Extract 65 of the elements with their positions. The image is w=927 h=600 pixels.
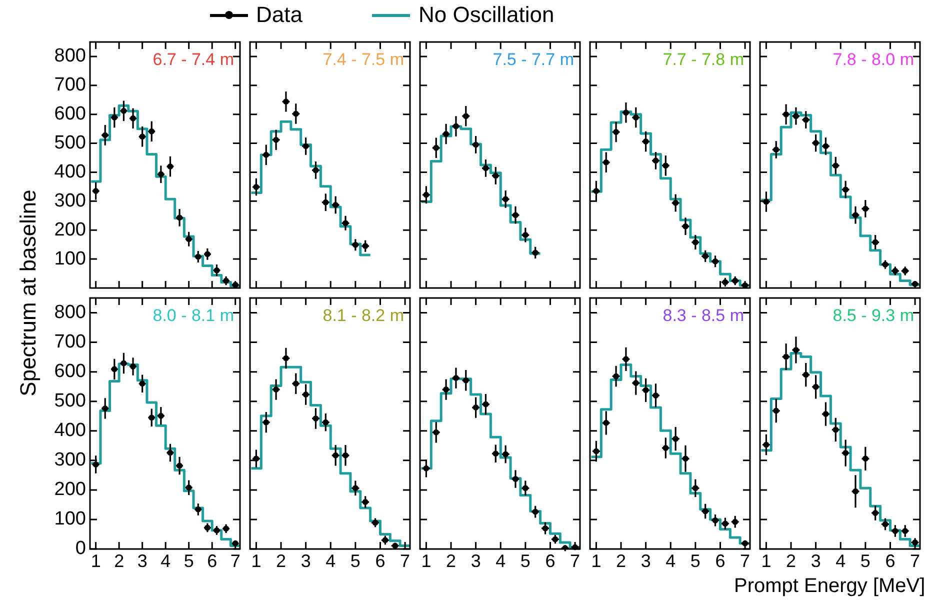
x-tick-label: 6: [715, 550, 726, 571]
x-tick-label: 1: [251, 550, 262, 571]
y-tick-label: 800: [54, 46, 86, 67]
y-tick-label: 700: [54, 332, 86, 353]
y-tick-label: 500: [54, 132, 86, 154]
x-tick-label: 4: [326, 550, 336, 571]
x-tick-label: 3: [470, 550, 481, 571]
x-tick-label: 2: [446, 550, 456, 571]
legend-label: No Oscillation: [418, 2, 554, 28]
y-tick-label: 100: [54, 508, 86, 530]
x-tick-label: 4: [666, 550, 676, 571]
x-tick-label: 7: [740, 550, 750, 571]
y-tick-label: 500: [54, 390, 86, 412]
x-tick-label: 6: [545, 550, 556, 571]
x-tick-label: 5: [690, 550, 700, 571]
x-tick-label: 6: [885, 550, 896, 571]
x-tick-label: 7: [570, 550, 580, 571]
x-tick-label: 1: [90, 550, 101, 571]
x-tick-label: 4: [160, 550, 171, 571]
y-tick-label: 400: [54, 420, 86, 442]
x-tick-label: 6: [207, 550, 218, 571]
y-axis-title: Spectrum at baseline: [14, 190, 41, 396]
x-tick-label: 7: [230, 550, 240, 571]
text: 8.5 - 9.3 m: [832, 306, 914, 326]
y-tick-label: 600: [54, 104, 86, 125]
y-tick-label: 200: [54, 479, 86, 500]
text: 8.3 - 8.5 m: [662, 306, 744, 326]
text: 6.7 - 7.4 m: [152, 50, 234, 70]
x-tick-label: 2: [786, 550, 796, 571]
y-tick-label: 400: [54, 161, 86, 182]
text: 7.8 - 8.0 m: [832, 50, 914, 70]
x-tick-label: 4: [496, 550, 506, 571]
text: 7.4 - 7.5 m: [322, 50, 404, 70]
x-tick-label: 1: [421, 550, 432, 571]
text: 8.1 - 8.2 m: [322, 306, 404, 326]
y-tick-label: 200: [54, 219, 86, 240]
text: 7.5 - 7.7 m: [492, 50, 574, 70]
x-tick-label: 5: [184, 550, 194, 571]
y-tick-label: 800: [54, 302, 86, 323]
x-tick-label: 7: [910, 550, 920, 571]
x-axis-title: Prompt Energy [MeV]: [734, 575, 926, 598]
x-tick-label: 5: [350, 550, 360, 571]
x-tick-label: 7: [400, 550, 410, 571]
x-tick-label: 1: [591, 550, 602, 571]
x-tick-label: 6: [375, 550, 386, 571]
x-tick-label: 3: [640, 550, 651, 571]
x-tick-label: 1: [761, 550, 772, 571]
y-tick-label: 600: [54, 361, 86, 382]
x-tick-label: 2: [616, 550, 626, 571]
y-tick-label: 300: [54, 190, 86, 212]
x-tick-label: 2: [114, 550, 124, 571]
x-tick-label: 5: [520, 550, 530, 571]
y-tick-label: 300: [54, 450, 86, 471]
x-tick-label: 4: [836, 550, 846, 571]
x-tick-label: 3: [810, 550, 821, 571]
y-tick-label: 100: [54, 248, 86, 270]
x-tick-label: 2: [276, 550, 286, 571]
y-tick-label: 0: [75, 538, 86, 560]
text: 7.7 - 7.8 m: [662, 50, 744, 70]
text: 8.0 - 8.1 m: [152, 306, 234, 326]
legend-label: Data: [256, 2, 302, 28]
x-tick-label: 3: [137, 550, 148, 571]
y-tick-label: 700: [54, 74, 86, 96]
x-tick-label: 5: [860, 550, 870, 571]
x-tick-label: 3: [300, 550, 311, 571]
